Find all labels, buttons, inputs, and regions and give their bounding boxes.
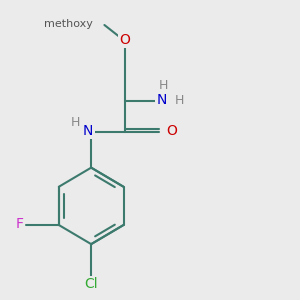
- Text: N: N: [83, 124, 93, 138]
- Text: H: H: [158, 79, 168, 92]
- Text: H: H: [175, 94, 184, 106]
- Text: O: O: [166, 124, 177, 138]
- Text: H: H: [70, 116, 80, 129]
- Text: N: N: [157, 93, 167, 107]
- Text: O: O: [120, 33, 130, 47]
- Text: methoxy: methoxy: [44, 19, 93, 28]
- Text: Cl: Cl: [84, 277, 98, 291]
- Text: F: F: [16, 217, 23, 230]
